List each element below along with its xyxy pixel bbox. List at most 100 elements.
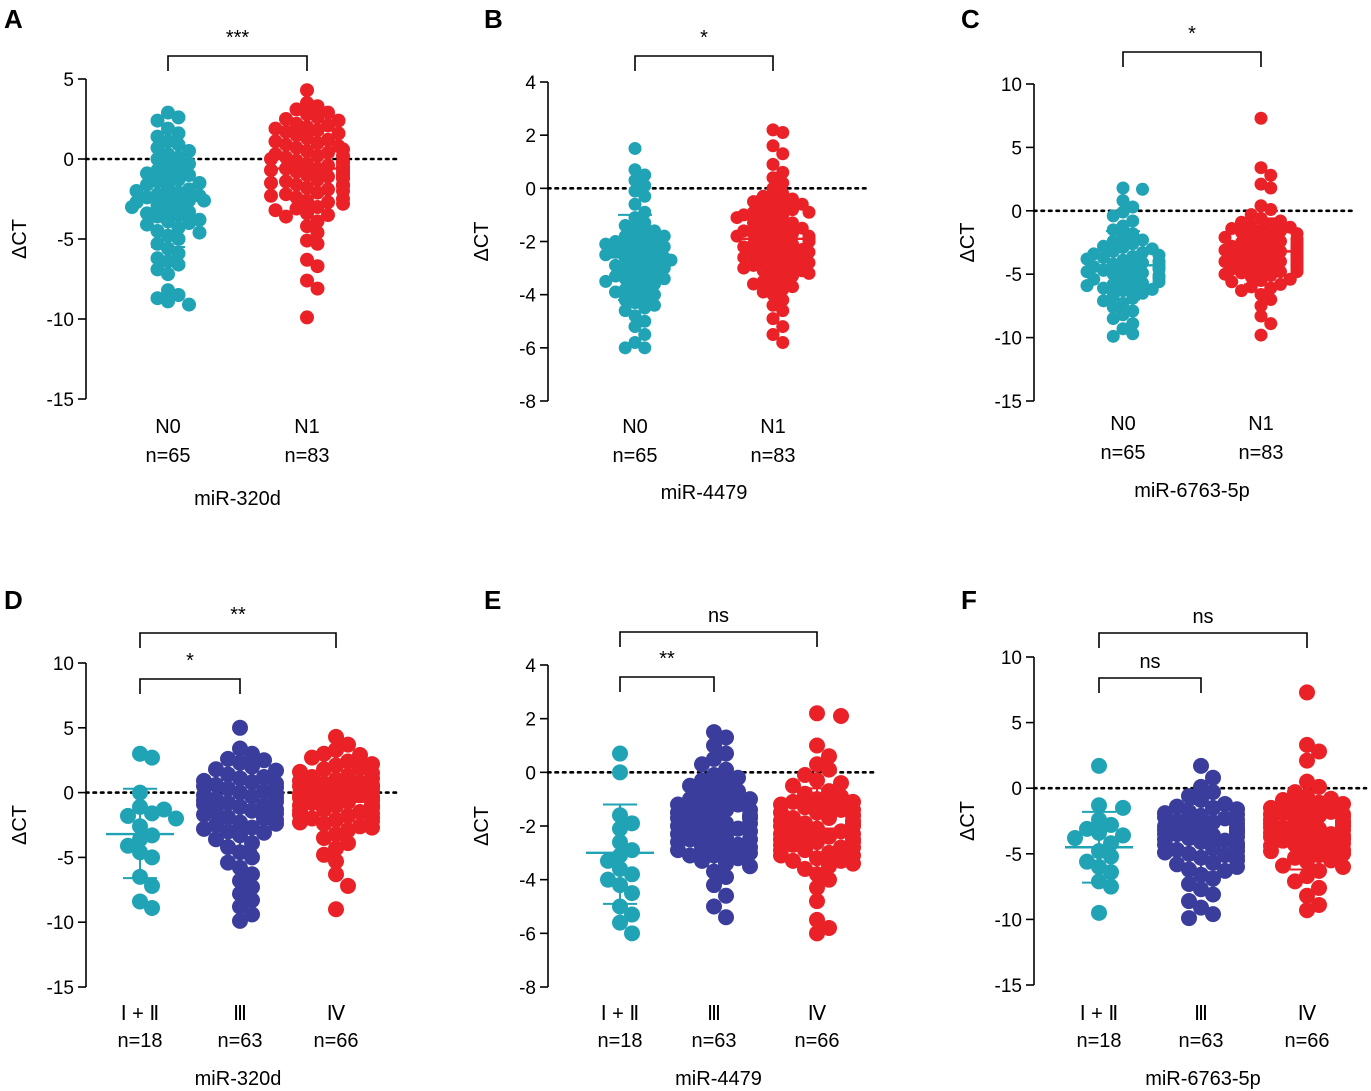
data-point (657, 261, 671, 275)
data-point (657, 272, 671, 286)
data-point (1205, 870, 1221, 887)
data-point (1103, 864, 1119, 881)
significance-label: ns (1139, 651, 1160, 673)
data-point (1205, 769, 1221, 786)
data-point (1126, 249, 1140, 263)
data-point (150, 152, 165, 166)
data-point (833, 852, 849, 869)
data-point (706, 724, 722, 741)
data-point (1264, 168, 1278, 182)
data-point (192, 212, 207, 227)
sample-size-label: n=65 (1100, 442, 1145, 464)
data-point (1097, 294, 1110, 308)
data-point (1254, 299, 1268, 313)
data-point (1299, 736, 1315, 753)
significance-label: ** (659, 648, 675, 670)
data-point (737, 240, 751, 254)
data-point (264, 152, 278, 166)
data-point (797, 785, 813, 802)
gene-title: miR-4479 (661, 482, 748, 504)
sample-size-label: n=63 (1178, 1030, 1223, 1052)
panel-letter: A (4, 4, 23, 34)
data-point (171, 288, 186, 302)
data-point (328, 728, 344, 745)
data-point (364, 819, 380, 836)
data-point (1181, 893, 1197, 910)
data-point (718, 729, 734, 746)
data-point (766, 139, 780, 153)
data-point (1311, 778, 1327, 795)
data-point (1157, 844, 1173, 861)
sample-size-label: n=83 (750, 445, 795, 467)
data-point (150, 163, 165, 178)
data-point (304, 769, 320, 786)
data-point (1205, 784, 1221, 801)
data-point (1254, 287, 1268, 301)
data-point (730, 836, 746, 853)
data-point (125, 200, 139, 214)
significance-bracket (1098, 632, 1308, 648)
data-point (766, 328, 780, 342)
data-point (1181, 910, 1197, 927)
data-point (150, 224, 165, 238)
data-point (264, 176, 278, 190)
data-point (1193, 866, 1209, 883)
data-point (1287, 810, 1303, 827)
data-point (1244, 229, 1258, 243)
data-point (316, 745, 332, 762)
data-point (599, 274, 613, 288)
data-point (352, 804, 368, 821)
data-point (1264, 228, 1278, 242)
data-point (638, 280, 652, 294)
data-point (609, 245, 622, 259)
data-point (1116, 308, 1130, 322)
data-point (1097, 281, 1110, 295)
data-point (1205, 814, 1221, 831)
data-point (776, 197, 790, 211)
data-point (786, 237, 799, 251)
data-point (1169, 813, 1185, 829)
data-point (171, 185, 186, 200)
data-point (232, 754, 248, 771)
data-point (1274, 265, 1287, 279)
data-point (1205, 840, 1221, 857)
data-point (776, 261, 790, 275)
data-point (638, 328, 652, 342)
data-point (756, 264, 770, 278)
data-point (786, 248, 799, 262)
y-tick-label: -10 (995, 910, 1022, 931)
data-point (1091, 757, 1107, 774)
y-tick-label: 0 (525, 763, 536, 784)
data-point (310, 185, 325, 200)
data-point (1274, 277, 1287, 291)
data-point (833, 801, 849, 818)
data-point (1311, 820, 1327, 837)
data-point (1323, 839, 1339, 856)
data-point (1205, 886, 1221, 903)
data-point (730, 769, 746, 786)
data-point (628, 163, 642, 177)
data-point (1169, 798, 1185, 815)
data-point (244, 879, 260, 896)
data-point (321, 132, 335, 147)
data-point (310, 259, 325, 274)
data-point (208, 817, 224, 833)
data-point (747, 205, 760, 219)
data-point (321, 208, 335, 222)
y-tick-label: 2 (525, 126, 536, 147)
data-point (821, 858, 837, 875)
data-point (161, 121, 175, 136)
data-point (609, 258, 622, 272)
category-label: N0 (1110, 413, 1136, 435)
data-point (220, 854, 236, 871)
data-point (1217, 862, 1233, 879)
data-point (612, 914, 628, 931)
data-point (182, 168, 196, 182)
data-point (1181, 803, 1197, 820)
data-point (1275, 805, 1291, 822)
y-tick-label: 0 (525, 179, 536, 200)
data-point (1067, 830, 1083, 847)
data-point (264, 163, 278, 178)
data-point (766, 312, 780, 326)
